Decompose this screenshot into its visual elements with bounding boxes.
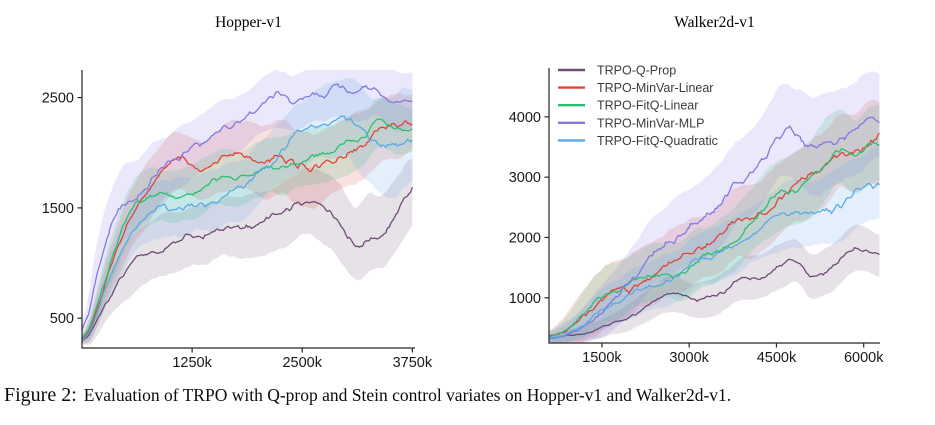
band-TRPO-FitQ-Linear: [549, 104, 880, 343]
figure-caption-label: Figure 2:: [4, 384, 77, 406]
y-tick-label: 4000: [509, 110, 541, 126]
chart-hopper: Hopper-v1 1250k 2500k 3750k 500 1500 2500: [0, 0, 467, 378]
band-TRPO-Q-Prop: [549, 224, 880, 343]
x-tick-label: 4500k: [757, 350, 797, 366]
line-TRPO-FitQ-Linear: [82, 118, 413, 339]
axes-spines: [81, 70, 415, 349]
y-tick-label: 2500: [42, 91, 74, 107]
band-TRPO-FitQ-Linear: [82, 96, 413, 341]
x-tick-label: 3750k: [393, 355, 433, 371]
line-TRPO-MinVar-MLP: [549, 116, 880, 339]
walker2d-plot: Walker2d-v1 1500k 3000k 4500k 6000k 1000 2000 3…: [509, 14, 884, 366]
plot-title: Hopper-v1: [215, 14, 282, 31]
legend-label-TRPO-MinVar-MLP: TRPO-MinVar-MLP: [597, 116, 704, 130]
hopper-plot: Hopper-v1 1250k 2500k 3750k 500 1500 2500: [42, 14, 433, 371]
band-TRPO-MinVar-Linear: [549, 100, 880, 343]
y-tick-label: 2000: [509, 230, 541, 246]
line-TRPO-MinVar-Linear: [82, 120, 413, 341]
y-tick-label: 500: [50, 311, 74, 327]
charts-row: Hopper-v1 1250k 2500k 3750k 500 1500 2500 Walk…: [0, 0, 934, 378]
y-tick-label: 1500: [42, 201, 74, 217]
legend-label-TRPO-MinVar-Linear: TRPO-MinVar-Linear: [597, 81, 713, 95]
figure-caption-text: Evaluation of TRPO with Q-prop and Stein…: [83, 385, 732, 405]
line-TRPO-FitQ-Linear: [549, 141, 880, 338]
chart-walker2d: Walker2d-v1 1500k 3000k 4500k 6000k 1000 2000 3…: [467, 0, 934, 378]
line-TRPO-Q-Prop: [82, 187, 414, 342]
line-TRPO-FitQ-Quadratic: [549, 182, 880, 339]
x-tick-label: 1250k: [172, 355, 212, 371]
figure-caption: Figure 2: Evaluation of TRPO with Q-prop …: [4, 384, 932, 407]
x-tick-label: 3000k: [669, 350, 709, 366]
band-TRPO-MinVar-Linear: [82, 93, 413, 344]
legend-label-TRPO-FitQ-Linear: TRPO-FitQ-Linear: [597, 99, 698, 113]
band-TRPO-FitQ-Quadratic: [82, 77, 413, 344]
line-TRPO-FitQ-Quadratic: [82, 115, 413, 341]
band-TRPO-Q-Prop: [82, 158, 413, 345]
line-TRPO-Q-Prop: [549, 246, 880, 340]
band-TRPO-MinVar-MLP: [82, 70, 413, 336]
x-tick-label: 6000k: [844, 350, 884, 366]
legend-label-TRPO-Q-Prop: TRPO-Q-Prop: [597, 64, 676, 78]
y-tick-label: 3000: [509, 170, 541, 186]
y-tick-label: 1000: [509, 291, 541, 307]
axes-spines: [548, 68, 880, 344]
plot-title: Walker2d-v1: [674, 14, 755, 31]
band-TRPO-MinVar-MLP: [549, 71, 880, 343]
x-tick-label: 2500k: [282, 355, 322, 371]
x-tick-label: 1500k: [582, 350, 622, 366]
line-TRPO-MinVar-MLP: [82, 83, 413, 331]
legend-label-TRPO-FitQ-Quadratic: TRPO-FitQ-Quadratic: [597, 134, 718, 148]
